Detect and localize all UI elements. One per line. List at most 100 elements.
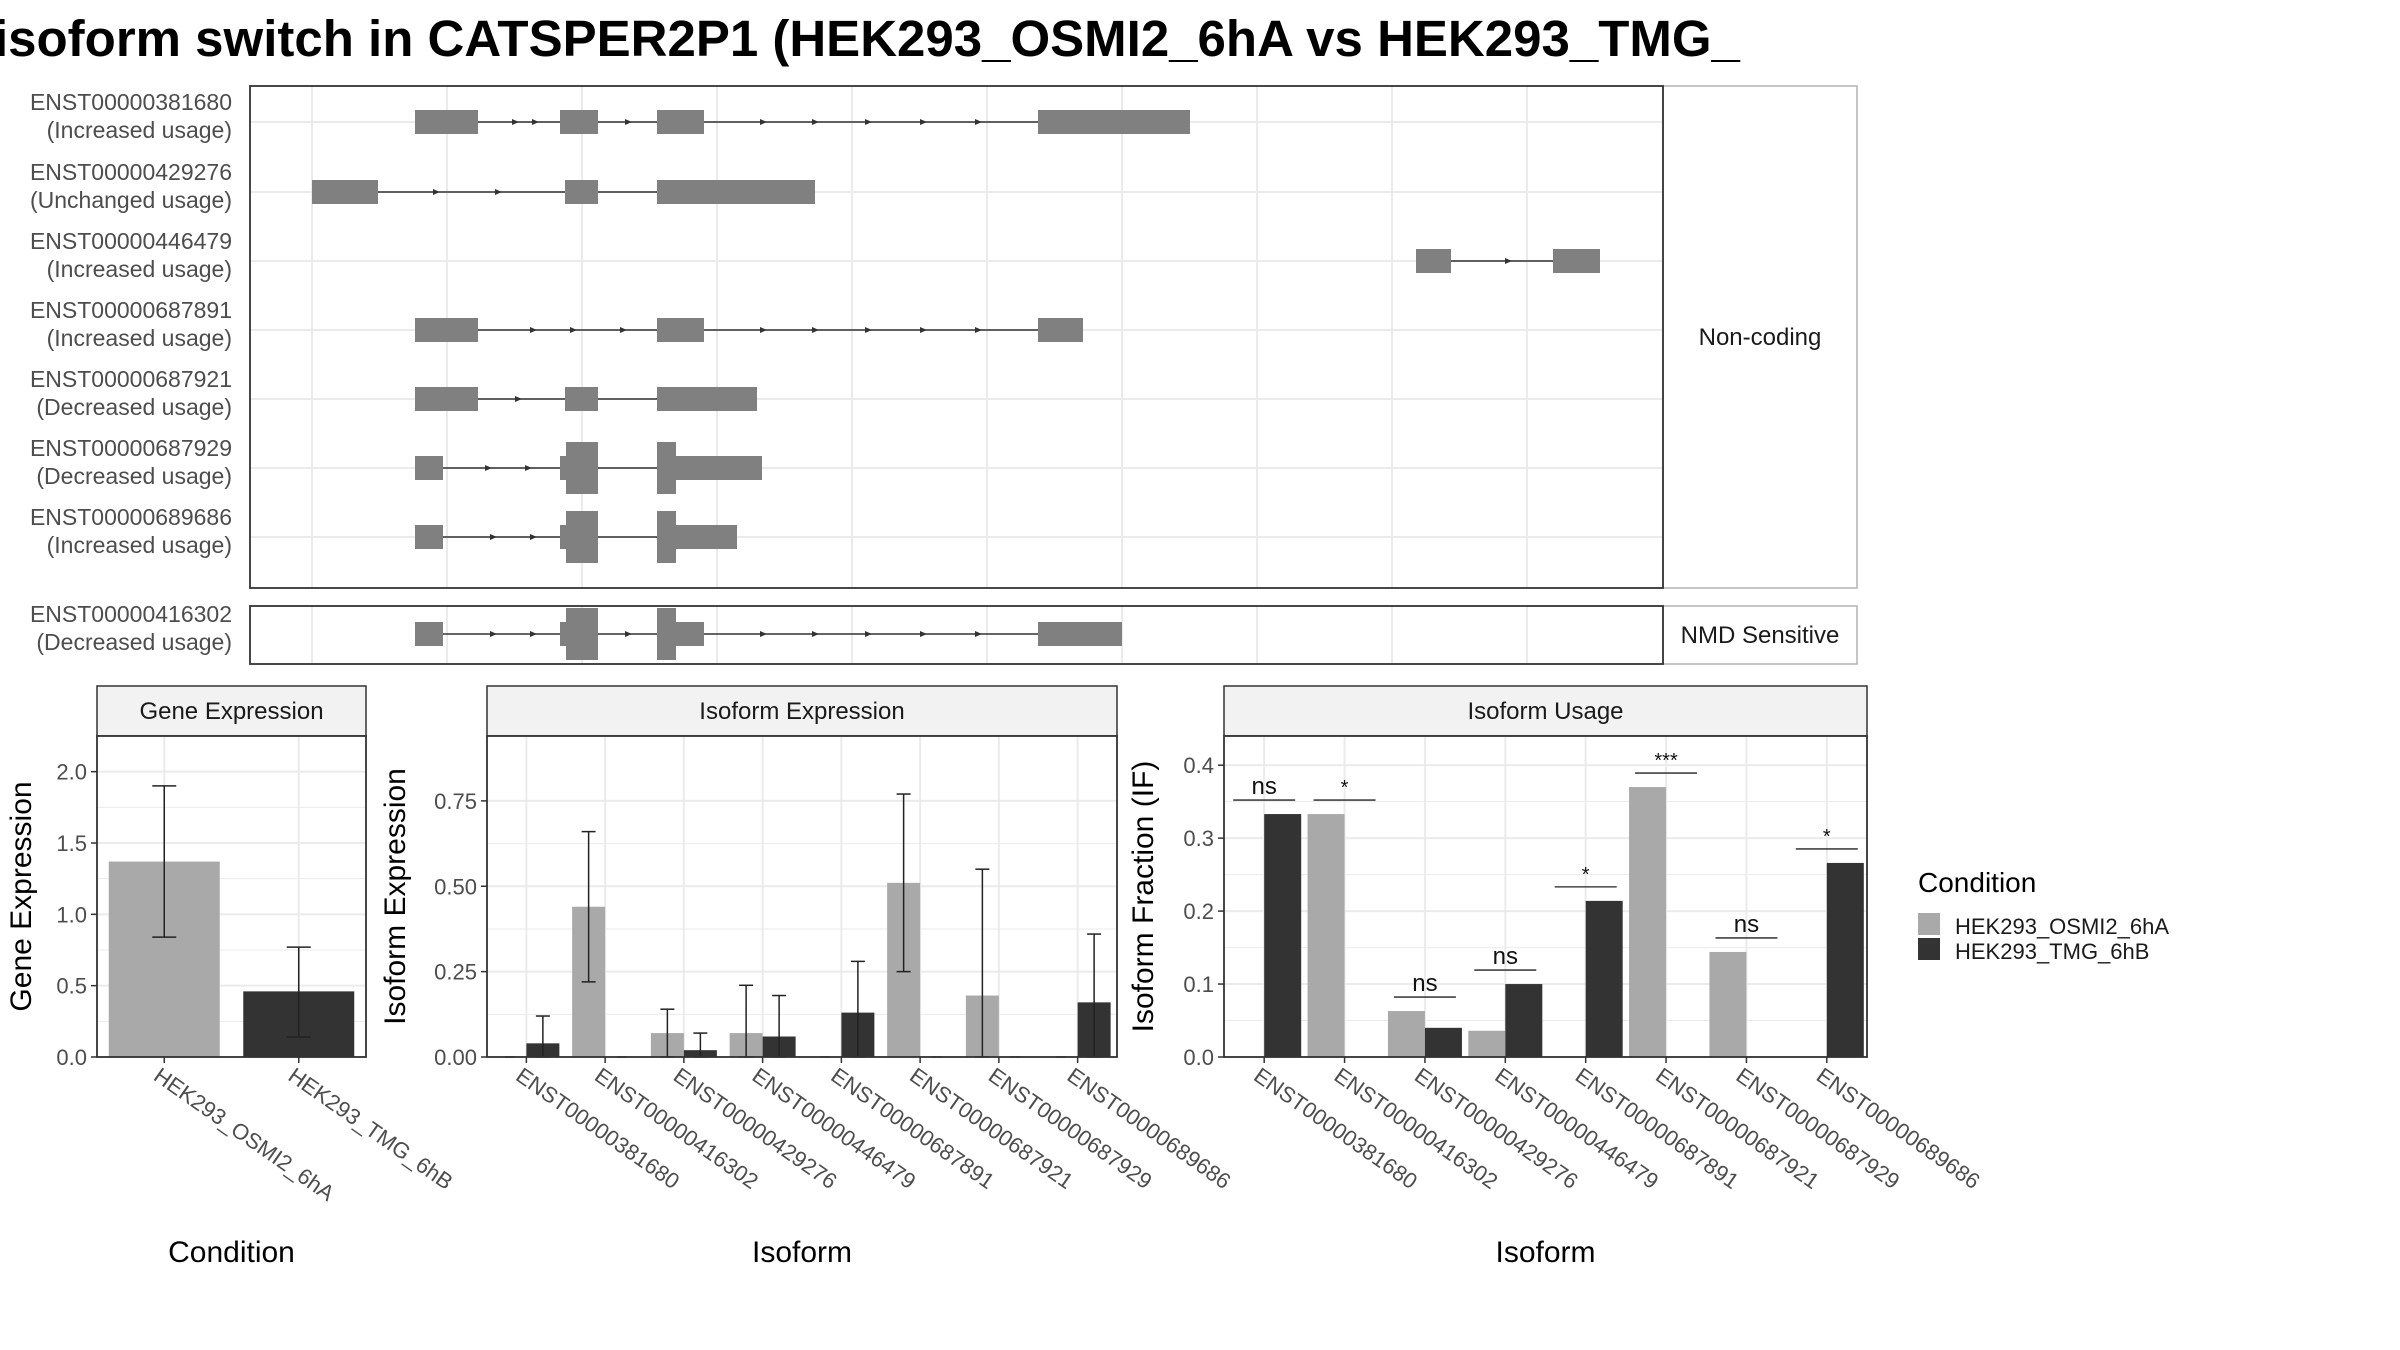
exon-block [566,511,598,563]
intron-direction-arrow [975,327,982,333]
y-tick-label: 0.0 [56,1045,87,1070]
intron-direction-arrow [620,327,627,333]
transcript-id-label: ENST00000446479 [30,228,232,254]
y-tick-label: 1.0 [56,902,87,927]
legend-label-tmg: HEK293_TMG_6hB [1955,939,2149,964]
exon-block [1416,249,1451,273]
intron-direction-arrow [625,631,632,637]
transcript-id-label: ENST00000429276 [30,159,232,185]
exon-block [560,525,566,549]
intron-direction-arrow [975,119,982,125]
exon-block [312,180,378,204]
exon-block [657,608,676,660]
x-axis-label: Isoform [752,1236,852,1269]
y-tick-label: 0.0 [1183,1045,1214,1070]
intron-direction-arrow [530,631,537,637]
exon-block [415,622,443,646]
panel-border [96,735,367,1058]
significance-label: ns [1734,911,1759,938]
panel-title: Gene Expression [139,698,323,725]
y-tick-label: 2.0 [56,760,87,785]
exon-block [1038,318,1083,342]
exon-block [657,318,704,342]
bar [1387,1011,1425,1057]
y-axis-label: Isoform Expression [379,768,412,1025]
intron-direction-arrow [812,631,819,637]
intron-direction-arrow [812,327,819,333]
panel-title: Isoform Usage [1467,698,1623,725]
exon-block [566,608,598,660]
bar [1826,862,1864,1057]
exon-block [657,511,676,563]
exon-block [415,456,443,480]
bar [1585,900,1623,1057]
exon-block [657,387,757,411]
transcript-id-label: ENST00000416302 [30,601,232,627]
exon-block [676,525,737,549]
y-axis-label: Gene Expression [5,781,38,1011]
intron-direction-arrow [530,327,537,333]
exon-block [565,180,598,204]
exon-block [566,442,598,494]
transcript-usage-label: (Increased usage) [47,532,232,558]
intron-direction-arrow [532,119,539,125]
legend-swatch-tmg [1918,938,1940,960]
legend: Condition HEK293_OSMI2_6hA HEK293_TMG_6h… [1918,867,2169,964]
intron-direction-arrow [530,534,537,540]
exon-block [415,110,478,134]
transcript-usage-label: (Decreased usage) [36,463,232,489]
panel-strip [486,685,1118,737]
panel-strip [96,685,367,737]
structure-group-label: NMD Sensitive [1681,622,1840,649]
figure-title: isoform switch in CATSPER2P1 (HEK293_OSM… [0,10,1741,67]
exon-block [1038,110,1190,134]
bar [1424,1027,1462,1057]
intron-direction-arrow [433,189,440,195]
y-axis-label: Isoform Fraction (IF) [1127,761,1160,1033]
panel-border [486,735,1118,1058]
structure-plot-border [249,605,1664,665]
exon-block [560,622,566,646]
exon-block [565,387,598,411]
bar [1505,984,1543,1057]
legend-title: Condition [1918,867,2036,898]
exon-block [676,622,704,646]
intron-direction-arrow [760,327,767,333]
exon-block [657,110,704,134]
exon-block [1038,622,1122,646]
significance-label: ns [1493,943,1518,970]
transcript-id-label: ENST00000381680 [30,89,232,115]
transcript-id-label: ENST00000687929 [30,435,232,461]
intron-direction-arrow [865,119,872,125]
transcript-usage-label: (Decreased usage) [36,629,232,655]
structure-plot-border [249,85,1664,589]
y-tick-label: 0.75 [434,789,477,814]
y-tick-label: 0.50 [434,874,477,899]
intron-direction-arrow [865,327,872,333]
exon-block [560,456,566,480]
exon-block [676,456,762,480]
y-tick-label: 0.3 [1183,826,1214,851]
intron-direction-arrow [490,534,497,540]
significance-label: ns [1412,970,1437,997]
bar [1709,951,1747,1057]
intron-direction-arrow [920,327,927,333]
y-tick-label: 0.2 [1183,899,1214,924]
y-tick-label: 0.4 [1183,753,1214,778]
intron-direction-arrow [920,119,927,125]
y-tick-label: 0.1 [1183,972,1214,997]
significance-label: * [1823,826,1831,848]
panel-title: Isoform Expression [699,698,904,725]
exon-block [415,525,443,549]
intron-direction-arrow [490,631,497,637]
y-tick-label: 0.00 [434,1045,477,1070]
intron-direction-arrow [525,465,532,471]
intron-direction-arrow [1505,258,1512,264]
intron-direction-arrow [760,631,767,637]
intron-direction-arrow [515,396,522,402]
transcript-id-label: ENST00000689686 [30,504,232,530]
